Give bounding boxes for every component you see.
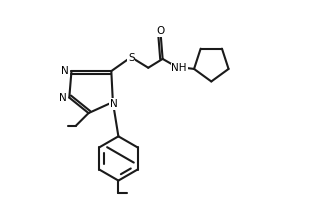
Text: NH: NH bbox=[172, 63, 187, 73]
Text: S: S bbox=[128, 53, 134, 63]
Text: O: O bbox=[157, 26, 165, 36]
Text: N: N bbox=[59, 93, 67, 103]
Text: N: N bbox=[61, 66, 69, 76]
Text: N: N bbox=[110, 99, 118, 109]
